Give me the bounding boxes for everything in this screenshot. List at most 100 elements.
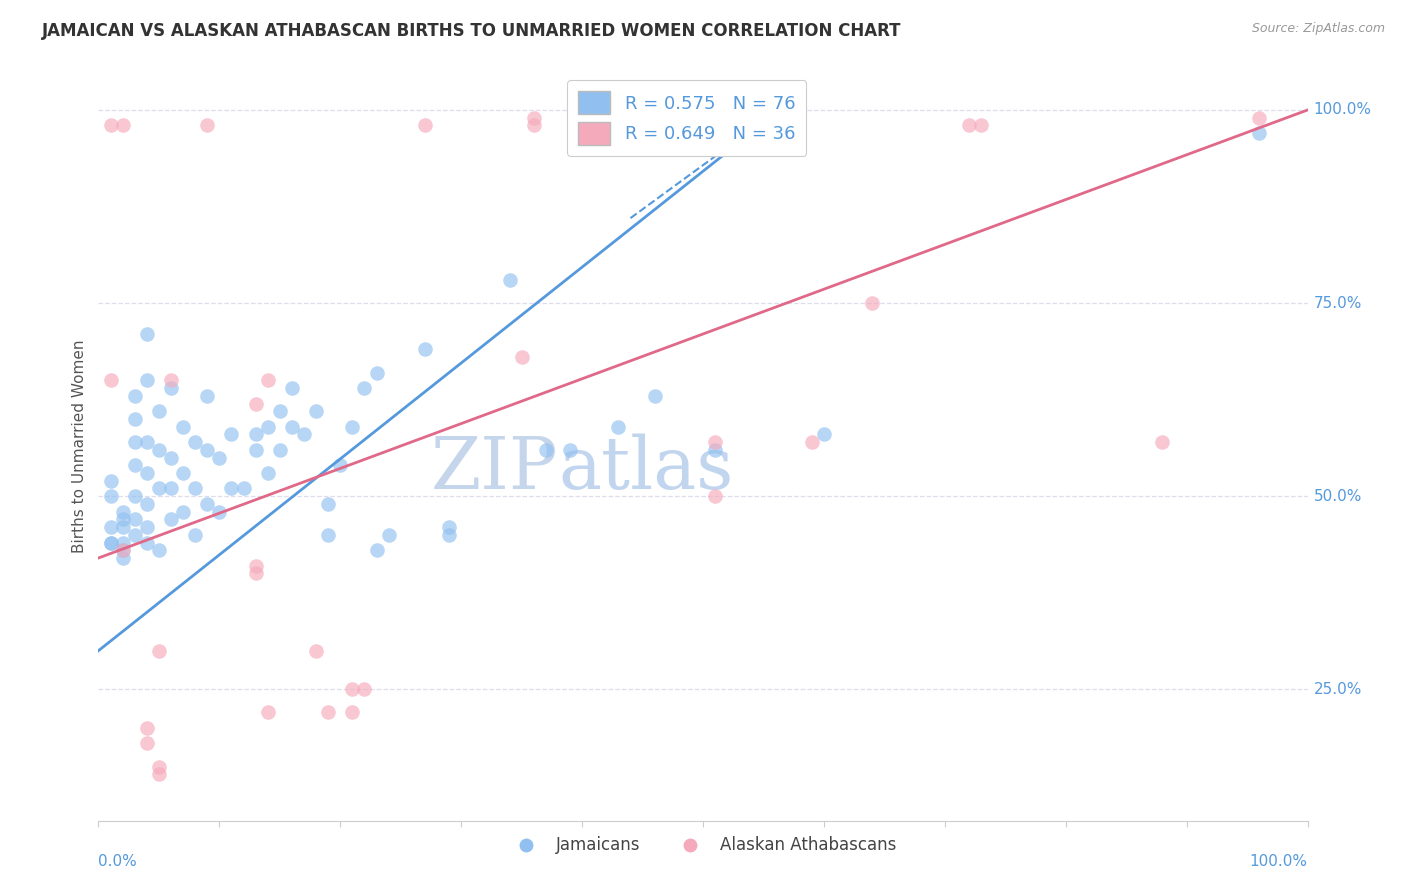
Point [353,682,375,697]
Text: ZIP: ZIP [430,434,558,504]
Point [342,682,364,697]
Point [1152,435,1174,450]
Point [124,412,146,426]
Point [607,419,630,434]
Point [172,505,194,519]
Point [135,326,157,341]
Point [1249,111,1271,125]
Point [195,119,218,133]
Point [124,489,146,503]
Point [100,474,122,488]
Text: 100.0%: 100.0% [1313,103,1372,118]
Point [316,706,339,720]
Point [148,482,170,496]
Point [160,512,183,526]
Point [148,442,170,457]
Text: 25.0%: 25.0% [1313,681,1362,697]
Point [269,404,291,418]
Point [160,450,183,465]
Point [281,419,304,434]
Point [437,520,460,534]
Point [208,450,231,465]
Point [184,482,207,496]
Text: JAMAICAN VS ALASKAN ATHABASCAN BIRTHS TO UNMARRIED WOMEN CORRELATION CHART: JAMAICAN VS ALASKAN ATHABASCAN BIRTHS TO… [42,22,901,40]
Point [160,373,183,387]
Point [135,535,157,549]
Point [100,535,122,549]
Point [208,505,231,519]
Point [135,373,157,387]
Point [172,419,194,434]
Point [534,442,557,457]
Point [195,497,218,511]
Point [752,119,775,133]
Point [111,543,134,558]
Point [100,535,122,549]
Text: 100.0%: 100.0% [1250,855,1308,870]
Text: 50.0%: 50.0% [1313,489,1362,504]
Point [100,373,122,387]
Point [232,482,254,496]
Point [510,350,533,364]
Point [498,273,520,287]
Point [124,528,146,542]
Point [124,435,146,450]
Point [281,381,304,395]
Point [195,442,218,457]
Point [100,520,122,534]
Point [316,528,339,542]
Point [523,111,546,125]
Point [292,427,315,442]
Point [765,111,787,125]
Point [704,435,727,450]
Point [135,497,157,511]
Point [558,442,581,457]
Point [704,489,727,503]
Point [437,528,460,542]
Point [195,389,218,403]
Point [245,558,267,573]
Point [160,482,183,496]
Point [860,296,883,310]
Point [316,497,339,511]
Point [135,435,157,450]
Legend: Jamaicans, Alaskan Athabascans: Jamaicans, Alaskan Athabascans [502,830,904,861]
Point [269,442,291,457]
Point [329,458,352,473]
Point [342,706,364,720]
Point [124,512,146,526]
Point [148,404,170,418]
Point [221,427,243,442]
Text: 0.0%: 0.0% [98,855,138,870]
Point [970,119,993,133]
Point [160,381,183,395]
Point [776,119,799,133]
Point [221,482,243,496]
Text: 75.0%: 75.0% [1313,295,1362,310]
Point [135,520,157,534]
Point [111,535,134,549]
Point [111,505,134,519]
Point [245,442,267,457]
Point [148,767,170,781]
Point [100,489,122,503]
Point [813,427,835,442]
Point [704,442,727,457]
Point [644,389,666,403]
Point [135,721,157,735]
Point [366,543,388,558]
Point [172,466,194,480]
Point [135,736,157,750]
Point [111,119,134,133]
Point [1249,126,1271,140]
Point [800,435,823,450]
Point [256,706,278,720]
Point [256,373,278,387]
Point [342,419,364,434]
Point [148,643,170,657]
Point [957,119,980,133]
Point [100,119,122,133]
Point [124,458,146,473]
Point [135,466,157,480]
Point [148,543,170,558]
